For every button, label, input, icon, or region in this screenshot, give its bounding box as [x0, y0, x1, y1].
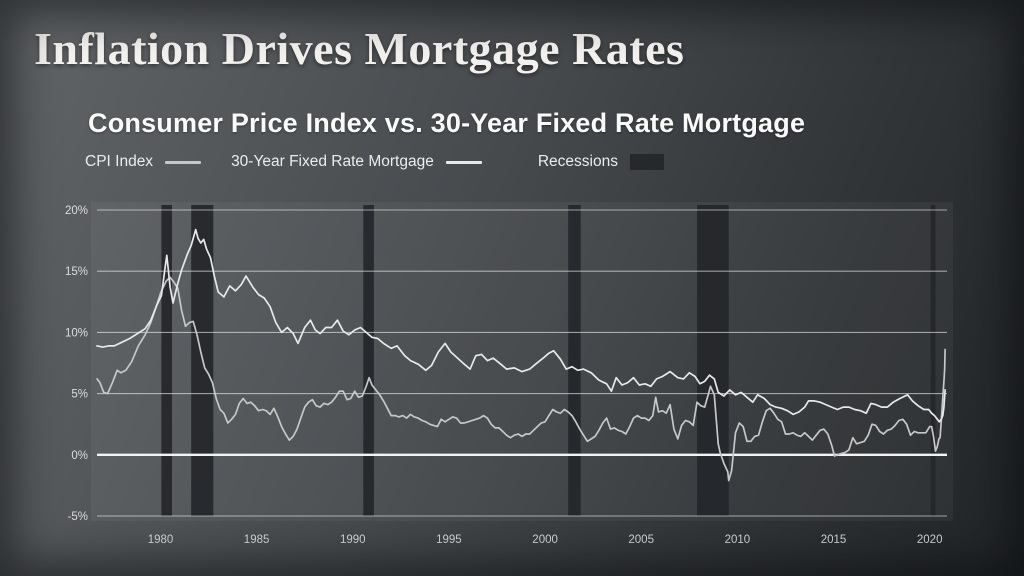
y-axis-label: -5%: [68, 511, 88, 523]
x-axis-label: 2010: [725, 534, 751, 546]
legend-item-mortgage: 30-Year Fixed Rate Mortgage: [231, 153, 482, 171]
recession-band: [568, 205, 581, 516]
x-axis-label: 2020: [917, 534, 943, 546]
y-axis-label: 0%: [71, 450, 88, 462]
mortgage-line-swatch-icon: [445, 160, 482, 164]
y-axis-label: 15%: [65, 266, 88, 278]
legend-label-mortgage: 30-Year Fixed Rate Mortgage: [231, 153, 434, 170]
chart-legend: CPI Index 30-Year Fixed Rate Mortgage Re…: [85, 151, 664, 173]
x-axis-label: 2015: [821, 534, 847, 546]
legend-label-recessions: Recessions: [537, 153, 618, 170]
recession-box-swatch-icon: [629, 154, 664, 170]
recession-band: [697, 205, 729, 516]
x-axis-label: 1985: [244, 534, 270, 546]
x-axis-label: 1995: [436, 534, 462, 546]
cpi-line: [96, 276, 946, 482]
y-axis-label: 20%: [65, 205, 88, 217]
y-axis-label: 10%: [65, 327, 88, 339]
legend-item-cpi: CPI Index: [85, 153, 202, 171]
x-axis-label: 1990: [340, 534, 366, 546]
x-axis-label: 2005: [628, 534, 654, 546]
plot-panel: [91, 202, 953, 521]
page-title: Inflation Drives Mortgage Rates: [34, 23, 685, 74]
recession-band: [363, 205, 374, 516]
x-axis-label: 2000: [532, 534, 558, 546]
x-axis-label: 1980: [148, 534, 174, 546]
recession-band: [161, 205, 172, 516]
cpi-line-swatch-icon: [165, 160, 202, 164]
legend-item-recessions: Recessions: [538, 153, 664, 171]
y-axis-label: 5%: [71, 389, 88, 401]
legend-label-cpi: CPI Index: [85, 153, 154, 170]
chart-title: Consumer Price Index vs. 30-Year Fixed R…: [88, 108, 806, 138]
mortgage-line: [96, 228, 946, 423]
recession-band: [930, 205, 936, 516]
